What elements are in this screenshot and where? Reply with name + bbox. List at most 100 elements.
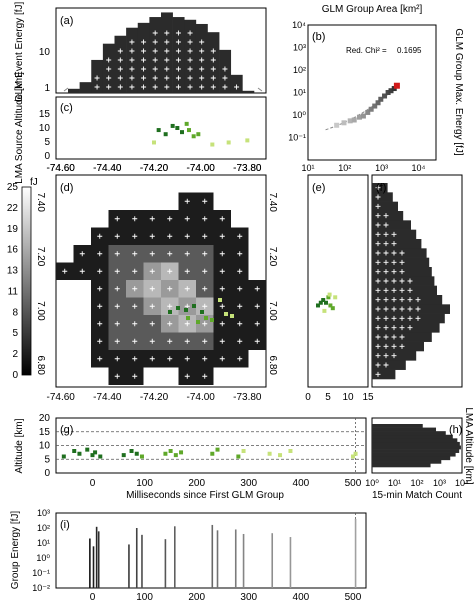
panel-d-event-marker [202,373,208,379]
panel-f-event-marker [383,241,389,247]
panel-f-bar [372,295,443,305]
panel-d-event-marker [132,268,138,274]
panel-d-lma-point [168,310,172,314]
panel-g-ytick: 10 [39,441,51,452]
panel-d-event-marker [202,233,208,239]
panel-d-event-marker [132,303,138,309]
panel-d-event-marker [219,338,225,344]
panel-f: (f) [371,174,463,388]
panel-h-bar [372,452,456,457]
panel-d-event-marker [149,338,155,344]
panel-f-event-marker [407,278,413,284]
panel-d-event-marker [254,303,260,309]
panel-d-lma-point [184,308,188,312]
panel-g-point [278,453,283,458]
panel-i-xtick: 200 [188,592,205,603]
panel-a-edge-markers [63,87,263,92]
panel-f-bar [372,239,422,249]
panel-i-ytick: 10¹ [37,538,50,548]
panel-f-event-marker [383,306,389,312]
panel-d-event-marker [114,373,120,379]
panel-c-point [175,126,180,130]
panel-e-point [324,300,328,305]
panel-a-event-marker [106,75,112,81]
panel-i-xtick: 0 [90,592,96,603]
panel-a-event-marker [106,66,112,72]
panel-d-event-marker [202,286,208,292]
panel-h-xtick: 10⁰ [365,478,379,488]
panel-b-ytick: 10⁴ [292,20,306,30]
panel-f-event-marker [375,231,381,237]
panel-d-xtick-top: -74.20 [140,163,169,174]
panel-g-point [121,453,126,458]
panel-a-event-marker [141,84,147,90]
panel-f-event-marker [399,250,405,256]
panel-d-event-marker [97,233,103,239]
panel-d-event-marker [184,303,190,309]
panel-b-ytick: 10² [293,65,306,75]
panel-a-event-marker [175,57,181,63]
panel-e-letter: (e) [312,182,325,194]
panel-f-event-marker [383,297,389,303]
panel-e-xtick: 15 [362,392,374,403]
panel-d-event-marker [237,338,243,344]
panel-d-ytick-left: 7.20 [35,247,46,267]
panel-b-point [360,113,366,119]
panel-d-event-marker [149,286,155,292]
panel-a-event-marker [187,66,193,72]
panel-a-event-marker [164,84,170,90]
panel-g-xticks: 0 100 200 300 400 500 [90,478,362,489]
panel-g-xtick: 400 [293,478,310,489]
panel-a-event-marker [164,75,170,81]
panel-a-event-marker [175,75,181,81]
panel-c-letter: (c) [60,102,73,114]
panel-f-event-marker [391,241,397,247]
panel-d-event-marker [97,356,103,362]
panel-d-lma-point [210,318,214,322]
panel-a-bars [63,12,263,94]
panel-f-event-marker [407,315,413,321]
panel-f-event-marker [383,259,389,265]
panel-f-bar [372,341,424,352]
panel-b-highlight-point [393,82,400,89]
panel-d-event-marker [202,268,208,274]
panel-b-yticks: 10⁻¹ 10⁰ 10¹ 10² 10³ 10⁴ [288,20,306,143]
panel-a-event-marker [164,57,170,63]
panel-b-point [372,103,378,109]
panel-d-event-marker [184,321,190,327]
panel-d-yticks-left: 7.40 7.20 7.00 6.80 [35,192,46,375]
panel-a-event-marker [199,48,205,54]
panel-d-event-marker [62,268,68,274]
panel-c-ytick-0: 0 [44,151,50,162]
colorbar-tick: 16 [7,245,19,256]
panel-f-event-marker [375,250,381,256]
panel-a-event-marker [117,66,123,72]
panel-b: GLM Group Area [km²] (b) Red. Chi² = 0.1… [288,4,464,173]
panel-c-point [170,123,175,128]
panel-f-event-marker [399,343,405,349]
panel-d-event-marker [132,286,138,292]
panel-d: (d) -74.60 -74.40 -74.20 -74.00 -73.80 -74.6… [35,163,278,403]
panel-a-event-marker [187,30,193,36]
panel-h-bars [372,424,461,468]
panel-g-point [61,454,66,459]
panel-d-event-marker [114,268,120,274]
panel-a-event-marker [210,84,216,90]
panel-a-event-marker [117,57,123,63]
panel-a-event-marker [199,75,205,81]
panel-c-frame [55,96,267,160]
panel-b-ytick: 10³ [293,43,306,53]
panel-d-lma-point [224,312,228,316]
panel-d-event-marker [237,268,243,274]
panel-i-xtick: 500 [345,592,362,603]
panel-g-point [267,451,272,456]
panel-f-event-marker [391,269,397,275]
panel-h-xtick: 10⁴ [455,478,469,488]
panel-d-event-marker [114,356,120,362]
panel-a: (a) 1 10 GLM Event Energy [fJ] [14,1,267,102]
panel-d-xtick-top: -74.40 [93,163,122,174]
panel-d-event-marker [184,373,190,379]
panel-a-bar [114,35,127,93]
panel-a-event-marker [187,84,193,90]
